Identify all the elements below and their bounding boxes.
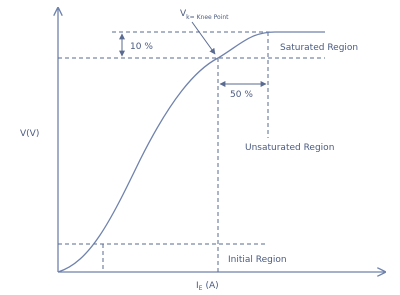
knee-point-label: Vk= Knee Point (180, 9, 229, 21)
unsaturated-region-label: Unsaturated Region (245, 143, 334, 153)
knee-symbol: V (180, 9, 187, 19)
y-axis-label: V(V) (20, 129, 39, 139)
x-unit: (A) (205, 281, 218, 291)
knee-subscript: k= Knee Point (186, 14, 229, 21)
ten-percent-label: 10 % (130, 42, 153, 52)
saturation-curve (57, 31, 325, 273)
fifty-percent-label: 50 % (230, 90, 253, 100)
guide-lines (58, 31, 325, 272)
initial-region-label: Initial Region (228, 255, 287, 265)
x-axis-label: IE (A) (196, 281, 219, 292)
x-symbol: I (196, 281, 199, 291)
knee-arrow (191, 21, 216, 55)
x-subscript: E (199, 285, 203, 292)
saturated-region-label: Saturated Region (280, 43, 358, 53)
